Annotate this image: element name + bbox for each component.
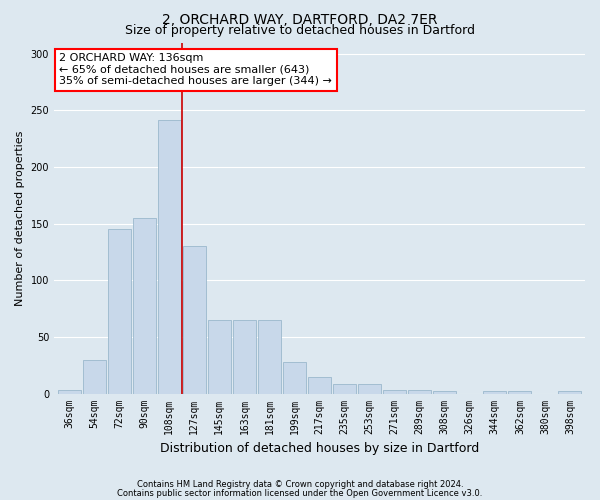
Bar	[133, 218, 156, 394]
Bar	[358, 384, 381, 394]
Bar	[83, 360, 106, 394]
Y-axis label: Number of detached properties: Number of detached properties	[15, 130, 25, 306]
Bar	[158, 120, 181, 394]
X-axis label: Distribution of detached houses by size in Dartford: Distribution of detached houses by size …	[160, 442, 479, 455]
Text: Contains public sector information licensed under the Open Government Licence v3: Contains public sector information licen…	[118, 489, 482, 498]
Bar	[107, 230, 131, 394]
Bar	[183, 246, 206, 394]
Bar	[258, 320, 281, 394]
Bar	[433, 392, 456, 394]
Text: 2 ORCHARD WAY: 136sqm
← 65% of detached houses are smaller (643)
35% of semi-det: 2 ORCHARD WAY: 136sqm ← 65% of detached …	[59, 53, 332, 86]
Bar	[508, 392, 532, 394]
Bar	[408, 390, 431, 394]
Bar	[283, 362, 306, 394]
Bar	[333, 384, 356, 394]
Bar	[208, 320, 231, 394]
Bar	[383, 390, 406, 394]
Bar	[484, 392, 506, 394]
Text: Size of property relative to detached houses in Dartford: Size of property relative to detached ho…	[125, 24, 475, 37]
Bar	[308, 376, 331, 394]
Bar	[58, 390, 80, 394]
Text: 2, ORCHARD WAY, DARTFORD, DA2 7ER: 2, ORCHARD WAY, DARTFORD, DA2 7ER	[162, 12, 438, 26]
Bar	[233, 320, 256, 394]
Text: Contains HM Land Registry data © Crown copyright and database right 2024.: Contains HM Land Registry data © Crown c…	[137, 480, 463, 489]
Bar	[559, 392, 581, 394]
